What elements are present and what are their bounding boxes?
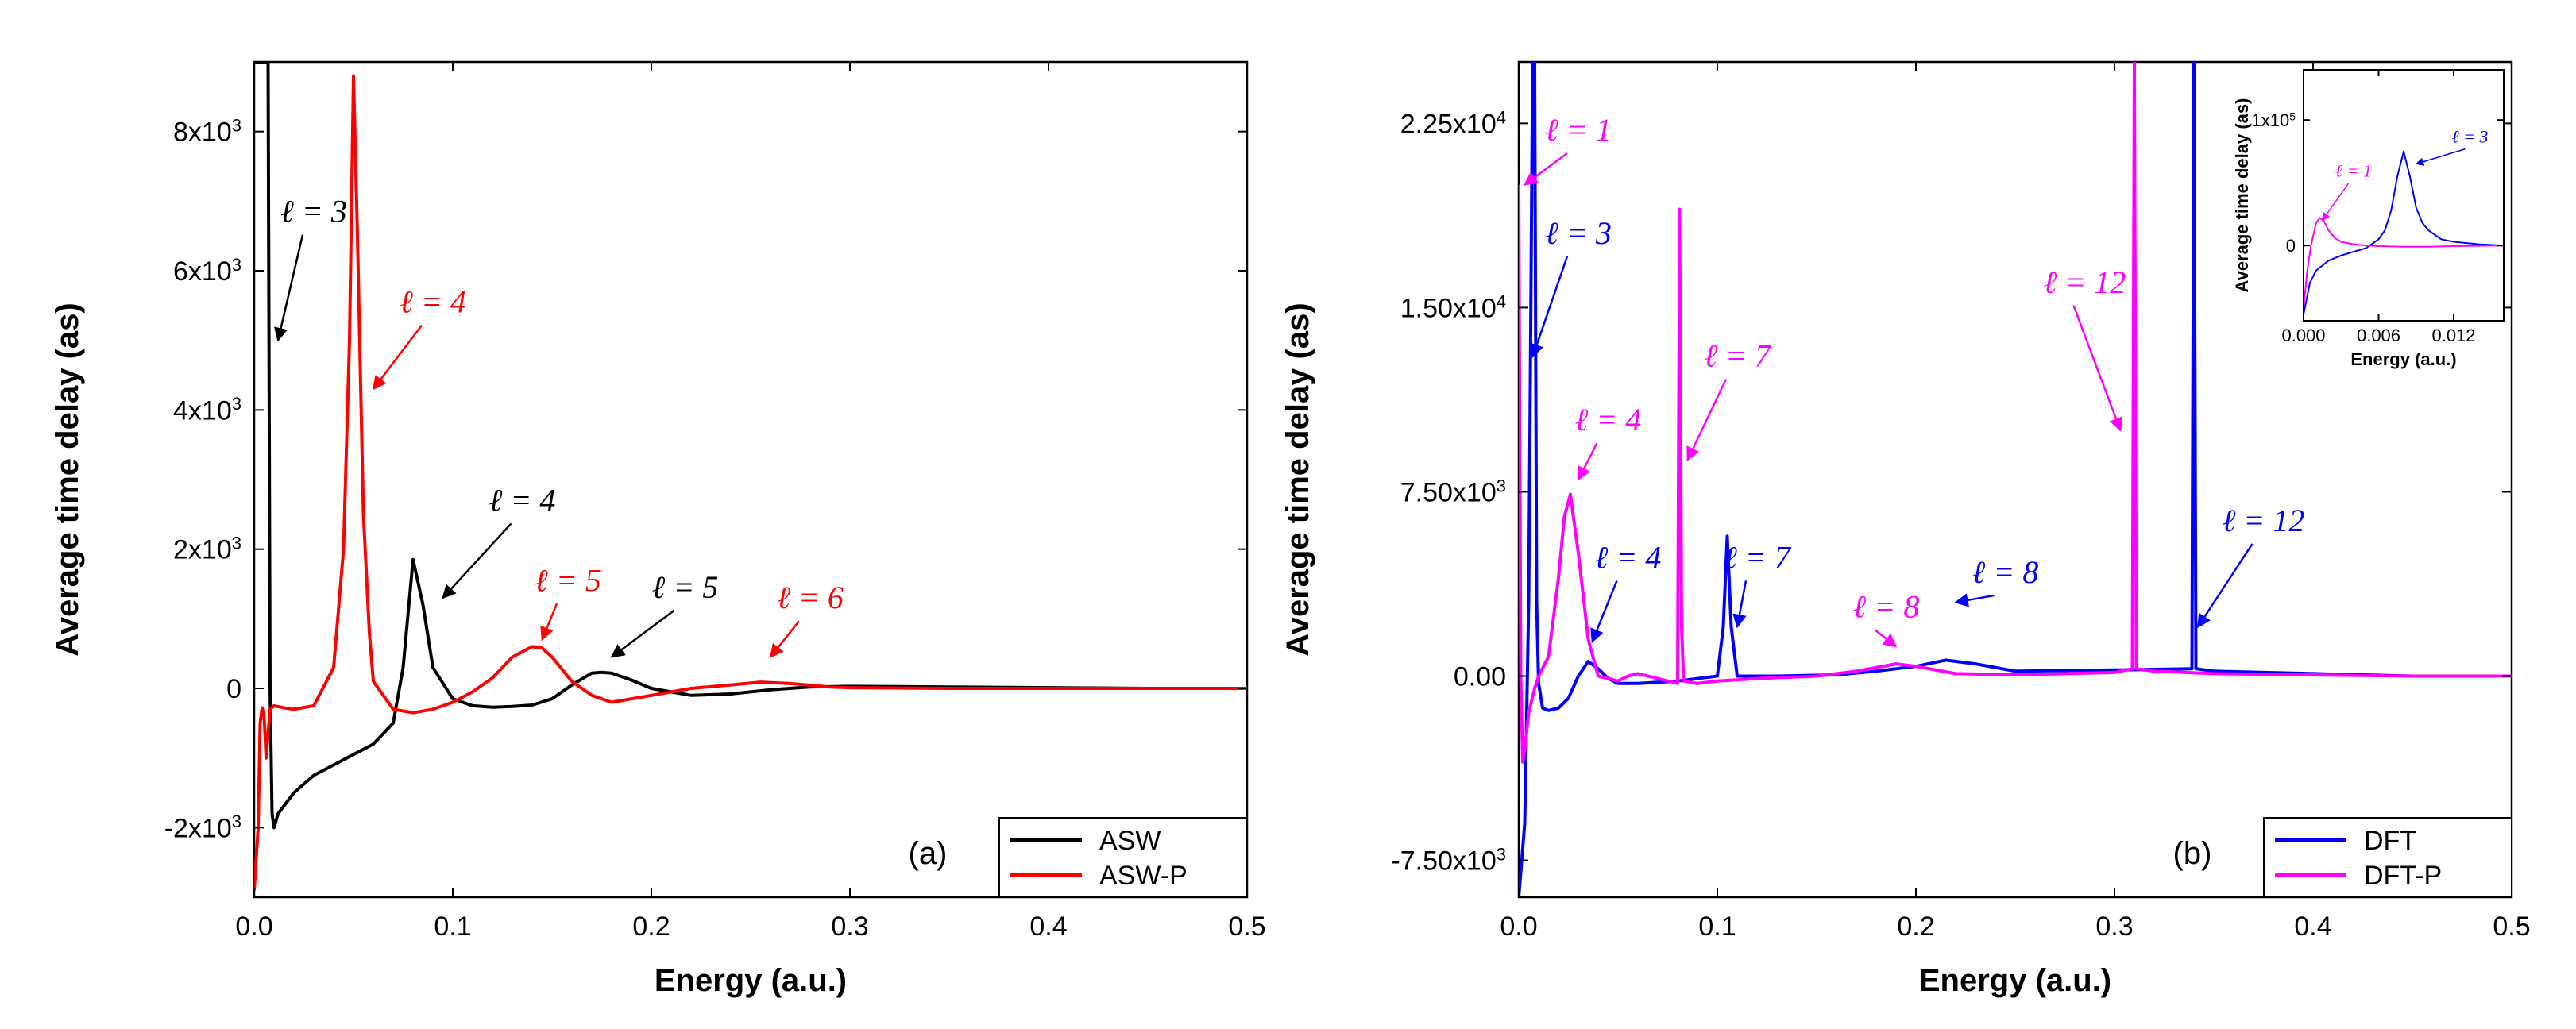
y-tick-label: 2.25x104 xyxy=(1400,107,1506,139)
annotation-arrow xyxy=(1577,442,1598,481)
annotation-arrow xyxy=(2322,182,2350,222)
annotation-label: ℓ = 3 xyxy=(280,194,347,229)
y-tick-label: 1.50x104 xyxy=(1400,291,1506,323)
y-axis-title: Average time delay (as) xyxy=(50,303,85,656)
annotation-arrow xyxy=(2415,148,2466,166)
annotation-arrow xyxy=(372,324,423,391)
series-line-dft xyxy=(2304,150,2504,315)
annotation-label: ℓ = 3 xyxy=(1545,215,1612,251)
legend-box xyxy=(2263,817,2512,898)
annotation-arrow xyxy=(1732,580,1748,629)
legend-box xyxy=(998,817,1248,898)
annotation-label: ℓ = 3 xyxy=(2451,127,2488,147)
series-line-dft xyxy=(1519,62,2512,897)
x-tick-label: 0.4 xyxy=(2294,911,2331,942)
legend-label-asw-p: ASW-P xyxy=(1099,861,1188,891)
x-tick-label: 0.2 xyxy=(632,911,670,942)
annotation-arrow xyxy=(769,620,800,658)
y-tick-label: 0 xyxy=(226,674,241,704)
y-axis-title: Average time delay (as) xyxy=(1280,303,1315,656)
annotation-arrow xyxy=(540,603,558,642)
panel-label: (a) xyxy=(909,836,948,871)
annotation-label: ℓ = 7 xyxy=(1704,338,1772,374)
inset-b: 0.000 0.006 0.012 0 1x105 Energy (a.u.) Averag… xyxy=(2232,69,2505,369)
annotation-arrow xyxy=(1530,256,1569,358)
x-axis-title: Energy (a.u.) xyxy=(655,963,847,998)
annotation-arrow xyxy=(442,522,512,599)
y-tick-label: 6x103 xyxy=(173,255,241,287)
annotation-label: ℓ = 12 xyxy=(2223,503,2305,538)
annotation-label: ℓ = 4 xyxy=(1575,402,1642,437)
annotation-label: ℓ = 4 xyxy=(400,284,466,320)
x-tick-label: 0.012 xyxy=(2431,326,2475,345)
x-tick-label: 0.0 xyxy=(1500,911,1537,942)
annotation-label: ℓ = 5 xyxy=(652,569,719,605)
annotation-arrow xyxy=(610,610,675,658)
annotation-label: ℓ = 8 xyxy=(1853,588,1920,624)
x-tick-label: 0.2 xyxy=(1897,911,1934,942)
x-tick-label: 0.1 xyxy=(434,911,471,942)
y-tick-label: 4x103 xyxy=(173,394,241,426)
plot-frame xyxy=(2303,69,2505,322)
x-tick-label: 0.5 xyxy=(2493,911,2530,942)
x-tick-label: 0.1 xyxy=(1698,911,1736,942)
series-line-dft-p xyxy=(2304,217,2504,309)
series-line-asw-p xyxy=(254,74,1247,891)
x-tick-label: 0.3 xyxy=(831,911,868,942)
y-tick-label: 7.50x103 xyxy=(1400,476,1506,507)
y-tick-label: 0 xyxy=(2286,236,2296,256)
legend-label-dft: DFT xyxy=(2364,826,2416,856)
annotation-label: ℓ = 4 xyxy=(1595,539,1662,575)
series-line-asw xyxy=(254,62,1247,830)
x-axis-title: Energy (a.u.) xyxy=(2350,349,2456,369)
x-tick-label: 0.000 xyxy=(2281,326,2325,345)
annotation-label: ℓ = 8 xyxy=(1972,554,2039,590)
legend-label-dft-p: DFT-P xyxy=(2364,861,2442,891)
annotation-label: ℓ = 4 xyxy=(489,482,556,518)
x-tick-label: 0.0 xyxy=(235,911,272,942)
x-axis-title: Energy (a.u.) xyxy=(1919,963,2111,998)
plot-frame xyxy=(253,60,1249,899)
y-tick-label: -2x103 xyxy=(164,811,241,843)
annotation-arrow xyxy=(1874,629,1898,648)
y-tick-label: 1x105 xyxy=(2251,110,2296,131)
annotation-arrow xyxy=(1590,580,1618,643)
annotation-label: ℓ = 7 xyxy=(1724,539,1792,575)
panel-label: (b) xyxy=(2173,836,2212,871)
panel-1: 0.0 0.1 0.2 0.3 0.4 0.5 -7.50x103 0.00 7.50x103 1… xyxy=(1280,60,2531,998)
y-tick-label: 0.00 xyxy=(1454,662,1506,692)
y-axis-title: Average time delay (as) xyxy=(2232,98,2252,293)
x-tick-label: 0.3 xyxy=(2095,911,2133,942)
annotation-label: ℓ = 6 xyxy=(777,580,844,615)
annotation-arrow xyxy=(274,234,304,342)
y-tick-label: 2x103 xyxy=(173,534,241,565)
annotation-label: ℓ = 5 xyxy=(535,562,601,598)
annotation-label: ℓ = 1 xyxy=(2335,160,2372,180)
annotation-arrow xyxy=(1686,379,1728,461)
y-tick-label: -7.50x103 xyxy=(1391,844,1506,876)
x-tick-label: 0.4 xyxy=(1029,911,1067,942)
legend-label-asw: ASW xyxy=(1099,826,1161,856)
x-tick-label: 0.5 xyxy=(1228,911,1265,942)
x-tick-label: 0.006 xyxy=(2357,326,2400,345)
series-line-dft-p xyxy=(1519,62,2512,764)
y-tick-label: 8x103 xyxy=(173,116,241,148)
annotation-arrow xyxy=(1524,152,1568,186)
annotation-arrow xyxy=(2196,543,2254,629)
annotation-label: ℓ = 1 xyxy=(1545,112,1612,148)
panel-0: 0.0 0.1 0.2 0.3 0.4 0.5 -2x103 0 2x103 4x103 6x103… xyxy=(50,60,1266,998)
annotation-arrow xyxy=(2072,305,2123,432)
annotation-arrow xyxy=(1954,593,1995,607)
annotation-label: ℓ = 12 xyxy=(2044,264,2126,300)
